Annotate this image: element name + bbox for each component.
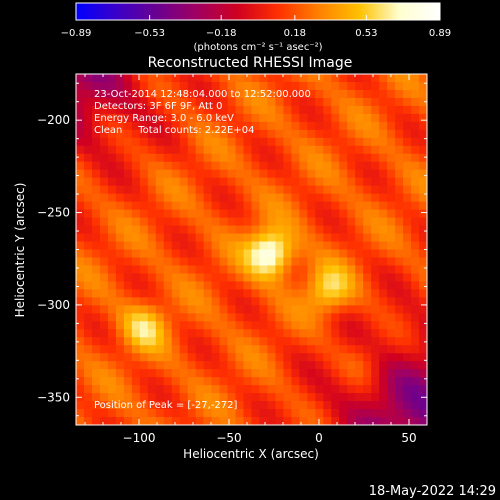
annotation-line: Detectors: 3F 6F 9F, Att 0: [94, 101, 222, 112]
annotation-block: 23-Oct-2014 12:48:04.000 to 12:52:00.000…: [94, 89, 311, 136]
x-tick-label: −50: [216, 431, 241, 445]
colorbar-tick-label: 0.89: [429, 28, 451, 39]
x-axis-label: Heliocentric X (arcsec): [183, 447, 319, 461]
chart-title: Reconstructed RHESSI Image: [148, 55, 353, 71]
colorbar-tick-label: −0.89: [61, 28, 92, 39]
annotation-line: Clean Total counts: 2.22E+04: [94, 125, 254, 136]
y-axis-label: Heliocentric Y (arcsec): [13, 183, 27, 318]
colorbar-ticks: −0.89 −0.53 −0.18 0.18 0.53 0.89: [61, 15, 451, 39]
y-tick-label: −350: [37, 390, 70, 404]
footer-date: 18-May-2022 14:29: [369, 484, 496, 499]
colorbar-gradient: [75, 2, 441, 21]
plot-area: −100 −50 0 50 −200 −250 −300 −350: [37, 73, 428, 445]
colorbar-tick-label: 0.18: [284, 28, 306, 39]
y-axis-ticks: −200 −250 −300 −350: [37, 82, 427, 417]
x-tick-label: −100: [123, 431, 156, 445]
x-axis-ticks: −100 −50 0 50: [84, 74, 428, 445]
colorbar-tick-label: 0.53: [355, 28, 377, 39]
annotation-line: Energy Range: 3.0 - 6.0 keV: [94, 113, 234, 124]
colorbar-unit-label: (photons cm⁻² s⁻¹ asec⁻²): [193, 42, 322, 53]
x-tick-label: 0: [315, 431, 323, 445]
y-tick-label: −200: [37, 113, 70, 127]
colorbar: −0.89 −0.53 −0.18 0.18 0.53 0.89 (photons cm⁻…: [61, 2, 451, 53]
peak-position-label: Position of Peak = [-27,-272]: [94, 400, 238, 411]
y-tick-label: −300: [37, 298, 70, 312]
colorbar-tick-label: −0.18: [206, 28, 237, 39]
x-tick-label: 50: [401, 431, 416, 445]
annotation-line: 23-Oct-2014 12:48:04.000 to 12:52:00.000: [94, 89, 311, 100]
colorbar-tick-label: −0.53: [134, 28, 165, 39]
heatmap-image: [76, 74, 427, 425]
y-tick-label: −250: [37, 206, 70, 220]
